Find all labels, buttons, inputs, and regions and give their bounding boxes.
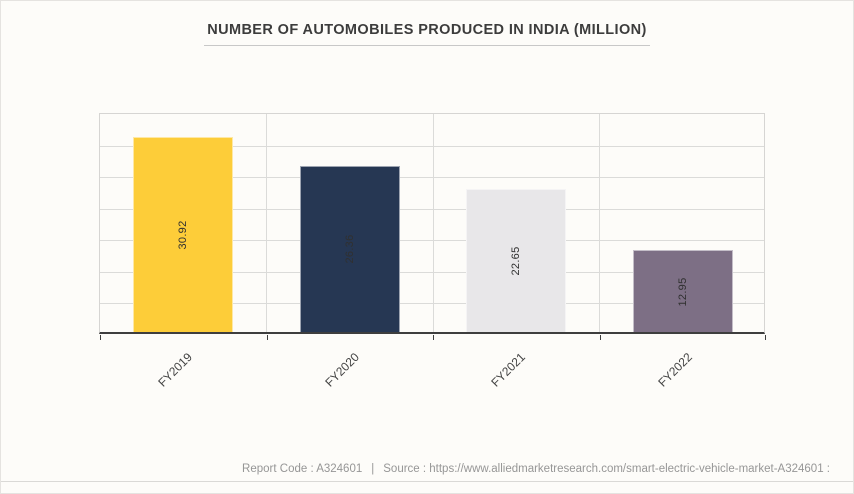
- footer-separator: |: [371, 463, 375, 475]
- chart-title-wrap: NUMBER OF AUTOMOBILES PRODUCED IN INDIA …: [1, 21, 853, 46]
- x-axis-label-fy2020: FY2020: [322, 350, 362, 390]
- x-axis-label-fy2022: FY2022: [655, 350, 695, 390]
- bar-fy2020: 26.36: [299, 165, 400, 332]
- bar-value-label: 26.36: [343, 234, 356, 264]
- x-axis-tick: [266, 335, 268, 340]
- gridline-horizontal: [100, 208, 764, 210]
- report-code-text: Report Code : A324601: [242, 463, 363, 475]
- bar-value-label: 12.95: [676, 277, 689, 307]
- bar-fy2021: 22.65: [466, 188, 567, 332]
- gridline-vertical: [599, 114, 600, 332]
- plot-area: 30.92 26.36 22.65 12.95 FY2019 FY2020 FY2021 FY…: [99, 113, 766, 390]
- bar-value-label: 30.92: [177, 220, 190, 250]
- chart-title: NUMBER OF AUTOMOBILES PRODUCED IN INDIA …: [204, 22, 650, 46]
- x-axis-tick: [100, 335, 101, 340]
- gridline-horizontal: [100, 303, 764, 305]
- x-axis-tick: [599, 335, 601, 340]
- bar-fy2022: 12.95: [632, 250, 733, 332]
- gridline-horizontal: [100, 145, 764, 147]
- source-text: Source : https://www.alliedmarketresearc…: [383, 463, 830, 475]
- gridline-horizontal: [100, 271, 764, 273]
- gridline-horizontal: [100, 177, 764, 179]
- x-axis-label-fy2021: FY2021: [488, 350, 529, 390]
- x-axis-tick: [765, 335, 766, 340]
- bar-fy2019: 30.92: [133, 136, 234, 332]
- x-axis-tick: [433, 335, 434, 340]
- gridline-horizontal: [100, 240, 764, 242]
- footer: Report Code : A324601 | Source : https://w…: [1, 463, 853, 482]
- bar-value-label: 22.65: [510, 246, 523, 276]
- x-axis-label-fy2019: FY2019: [155, 350, 196, 390]
- gridline-vertical: [266, 114, 267, 332]
- gridline-vertical: [432, 114, 434, 332]
